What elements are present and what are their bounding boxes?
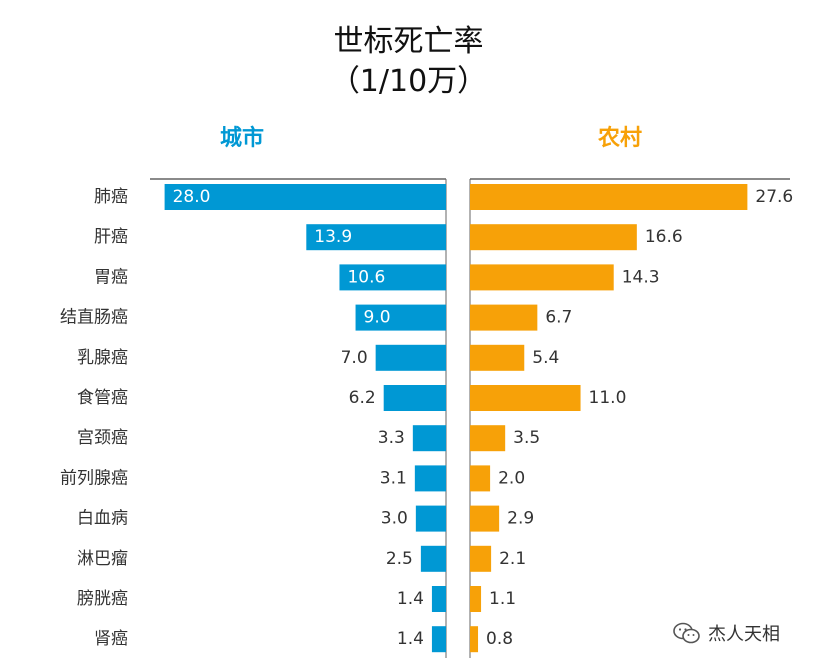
category-label: 胃癌 [94, 267, 128, 287]
city-bar [164, 184, 446, 210]
city-bar [431, 626, 446, 653]
series-label-rural: 农村 [598, 126, 643, 151]
rural-bar [470, 224, 637, 251]
rural-bar [470, 264, 614, 291]
category-label: 食管癌 [77, 388, 128, 408]
rural-bar [470, 425, 506, 452]
rural-value-label: 6.7 [545, 308, 572, 328]
rural-bar [470, 385, 581, 411]
city-bar [414, 465, 446, 492]
city-value-label: 28.0 [173, 187, 211, 207]
city-bar [355, 304, 446, 331]
city-bar [375, 344, 446, 371]
city-value-label: 7.0 [341, 348, 368, 368]
rural-bar [470, 465, 491, 492]
category-label: 前列腺癌 [60, 468, 128, 488]
category-label: 肺癌 [94, 187, 128, 207]
rural-bar [470, 304, 538, 331]
rural-value-label: 3.5 [513, 428, 540, 448]
rural-bar [470, 545, 492, 572]
city-value-label: 1.4 [397, 589, 424, 609]
city-value-label: 9.0 [364, 308, 391, 328]
rural-value-label: 2.0 [498, 468, 525, 488]
rural-value-label: 1.1 [489, 589, 516, 609]
city-value-label: 10.6 [347, 267, 385, 287]
city-value-label: 3.1 [380, 468, 407, 488]
rural-value-label: 0.8 [486, 629, 513, 649]
rural-value-label: 5.4 [532, 348, 559, 368]
rural-value-label: 16.6 [645, 227, 683, 247]
rural-value-label: 27.6 [755, 187, 793, 207]
city-bar [339, 264, 446, 291]
wechat-icon [673, 622, 700, 644]
category-label: 肾癌 [94, 629, 128, 649]
city-bar [420, 545, 446, 572]
city-value-label: 1.4 [397, 629, 424, 649]
category-label: 淋巴瘤 [77, 549, 128, 569]
city-value-label: 3.0 [381, 509, 408, 529]
city-bar [415, 505, 446, 532]
category-label: 膀胱癌 [77, 589, 128, 609]
category-label: 肝癌 [94, 227, 128, 247]
rural-value-label: 14.3 [622, 267, 660, 287]
rural-value-label: 11.0 [589, 388, 627, 408]
city-value-label: 13.9 [314, 227, 352, 247]
rural-bar [470, 626, 479, 653]
city-bar [383, 385, 446, 411]
city-value-label: 2.5 [386, 549, 413, 569]
category-label: 结直肠癌 [60, 308, 128, 328]
series-label-city: 城市 [220, 126, 265, 151]
city-bar [412, 425, 446, 452]
category-label: 乳腺癌 [77, 348, 128, 368]
chart-title: 世标死亡率 [333, 24, 484, 59]
chart-subtitle: （1/10万） [329, 64, 488, 99]
rural-bar [470, 586, 482, 612]
city-bar [431, 586, 446, 612]
rural-bar [470, 505, 500, 532]
watermark: 杰人天相 [672, 620, 780, 646]
rural-value-label: 2.9 [507, 509, 534, 529]
watermark-text: 杰人天相 [708, 624, 780, 645]
city-value-label: 3.3 [378, 428, 405, 448]
rural-value-label: 2.1 [499, 549, 526, 569]
rural-bar [470, 344, 525, 371]
city-value-label: 6.2 [349, 388, 376, 408]
city-bar [306, 224, 446, 251]
category-label: 白血病 [77, 509, 128, 529]
category-label: 宫颈癌 [77, 428, 128, 448]
rural-bar [470, 184, 748, 210]
